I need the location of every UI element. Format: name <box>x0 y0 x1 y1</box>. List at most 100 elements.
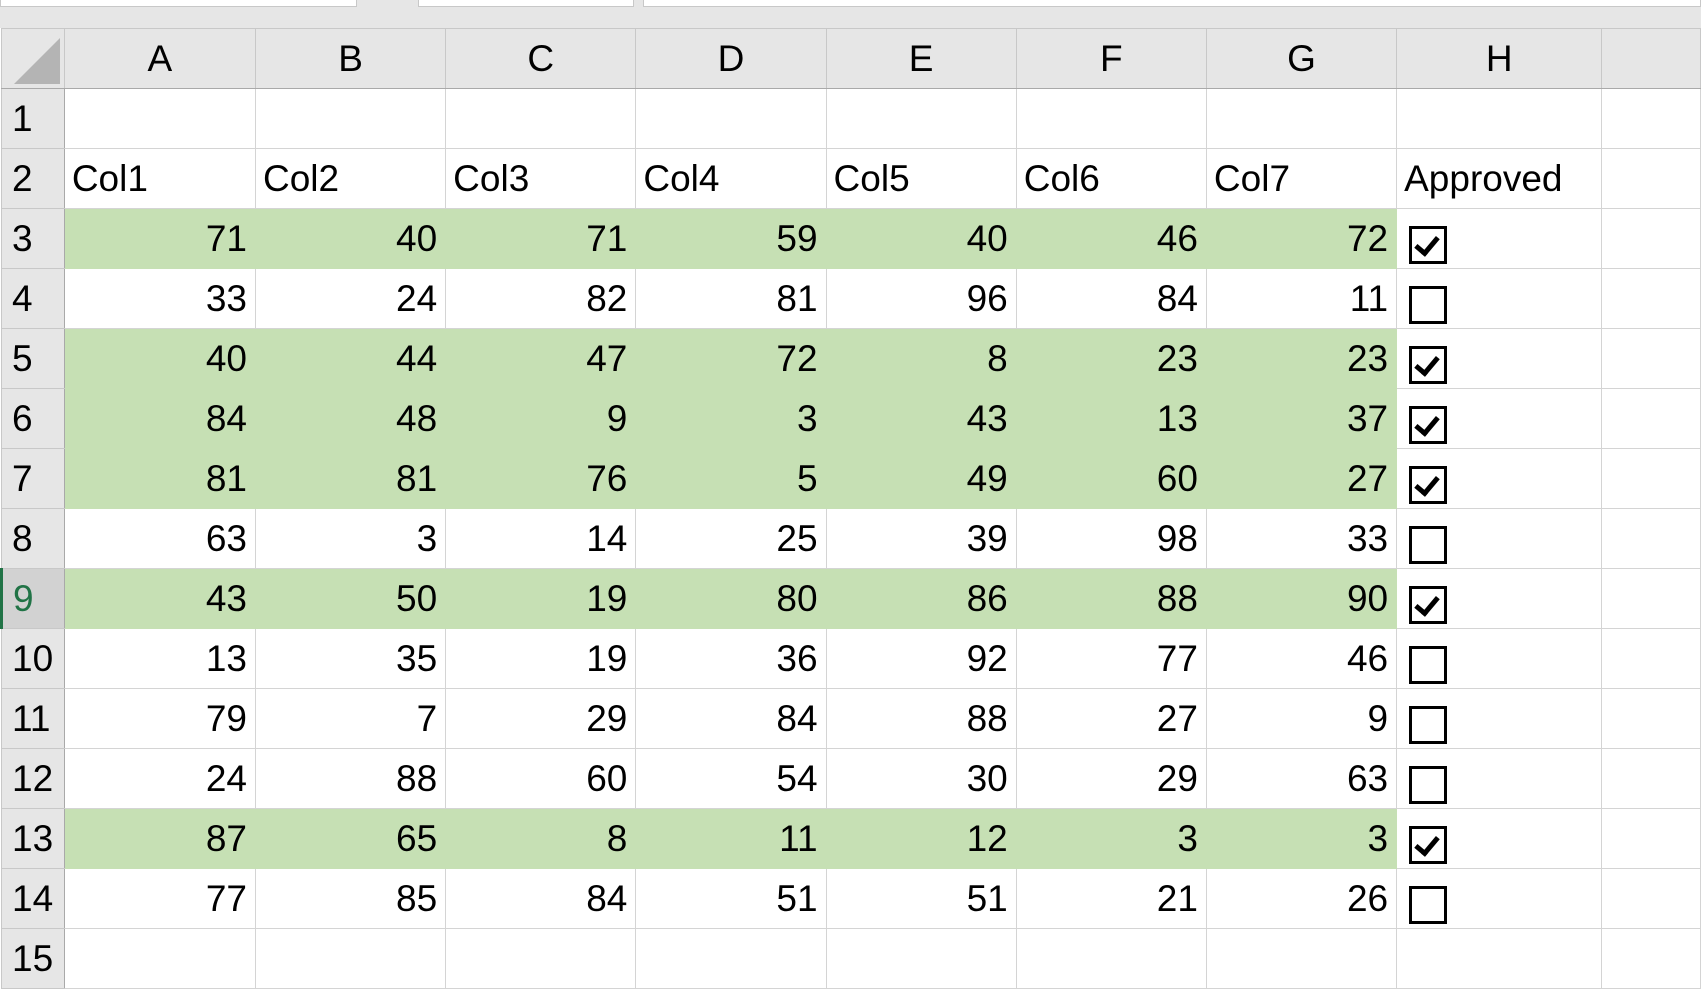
row-header[interactable]: 11 <box>1 688 65 749</box>
value-cell[interactable]: 84 <box>445 868 637 929</box>
value-cell[interactable]: 84 <box>63 388 256 449</box>
value-cell[interactable]: 50 <box>254 568 447 629</box>
cell[interactable] <box>1601 928 1701 989</box>
value-cell[interactable]: 87 <box>63 808 256 869</box>
value-cell[interactable]: 63 <box>63 508 256 569</box>
cell[interactable] <box>1601 688 1701 749</box>
value-cell[interactable]: 46 <box>1205 628 1398 689</box>
value-cell[interactable]: 98 <box>1015 508 1207 569</box>
cell[interactable] <box>635 88 827 149</box>
value-cell[interactable]: 39 <box>825 508 1017 569</box>
value-cell[interactable]: 24 <box>63 748 256 809</box>
cell[interactable] <box>1601 268 1701 329</box>
value-cell[interactable]: 92 <box>825 628 1017 689</box>
cell[interactable] <box>825 928 1017 989</box>
approved-cell[interactable] <box>1396 688 1603 749</box>
value-cell[interactable]: 44 <box>254 328 447 389</box>
value-cell[interactable]: 23 <box>1205 328 1398 389</box>
cell[interactable] <box>1601 508 1701 569</box>
column-title-cell[interactable]: Col4 <box>635 148 827 209</box>
approved-cell[interactable] <box>1396 268 1603 329</box>
cell[interactable] <box>1601 328 1701 389</box>
value-cell[interactable]: 51 <box>635 868 827 929</box>
cell[interactable] <box>1205 88 1398 149</box>
value-cell[interactable]: 88 <box>1015 568 1207 629</box>
value-cell[interactable]: 3 <box>254 508 447 569</box>
row-header[interactable]: 15 <box>1 928 65 989</box>
value-cell[interactable]: 60 <box>1015 448 1207 509</box>
value-cell[interactable]: 8 <box>825 328 1017 389</box>
column-header-blank[interactable] <box>1601 28 1701 89</box>
column-title-cell[interactable]: Col5 <box>825 148 1017 209</box>
cell[interactable] <box>1396 928 1603 989</box>
value-cell[interactable]: 46 <box>1015 208 1207 269</box>
cell[interactable] <box>1601 148 1701 209</box>
row-header[interactable]: 9 <box>0 568 65 629</box>
value-cell[interactable]: 47 <box>445 328 637 389</box>
value-cell[interactable]: 96 <box>825 268 1017 329</box>
cell[interactable] <box>1396 88 1603 149</box>
value-cell[interactable]: 80 <box>635 568 827 629</box>
value-cell[interactable]: 40 <box>254 208 447 269</box>
value-cell[interactable]: 81 <box>635 268 827 329</box>
column-header-c[interactable]: C <box>445 28 637 89</box>
value-cell[interactable]: 76 <box>445 448 637 509</box>
column-title-cell[interactable]: Approved <box>1396 148 1603 209</box>
value-cell[interactable]: 27 <box>1205 448 1398 509</box>
cell[interactable] <box>254 88 447 149</box>
column-title-cell[interactable]: Col6 <box>1015 148 1207 209</box>
select-all-corner[interactable] <box>1 28 65 89</box>
value-cell[interactable]: 86 <box>825 568 1017 629</box>
name-box[interactable] <box>0 0 357 7</box>
value-cell[interactable]: 13 <box>63 628 256 689</box>
value-cell[interactable]: 11 <box>1205 268 1398 329</box>
value-cell[interactable]: 48 <box>254 388 447 449</box>
value-cell[interactable]: 60 <box>445 748 637 809</box>
row-header[interactable]: 5 <box>1 328 65 389</box>
value-cell[interactable]: 30 <box>825 748 1017 809</box>
value-cell[interactable]: 72 <box>635 328 827 389</box>
value-cell[interactable]: 81 <box>63 448 256 509</box>
value-cell[interactable]: 5 <box>635 448 827 509</box>
checked-checkbox[interactable] <box>1409 225 1448 264</box>
unchecked-checkbox[interactable] <box>1409 285 1448 324</box>
column-header-a[interactable]: A <box>63 28 256 89</box>
column-title-cell[interactable]: Col2 <box>254 148 447 209</box>
row-header[interactable]: 14 <box>1 868 65 929</box>
cell[interactable] <box>1601 568 1701 629</box>
row-header[interactable]: 1 <box>1 88 65 149</box>
value-cell[interactable]: 25 <box>635 508 827 569</box>
value-cell[interactable]: 88 <box>825 688 1017 749</box>
checked-checkbox[interactable] <box>1409 825 1448 864</box>
value-cell[interactable]: 43 <box>63 568 256 629</box>
row-header[interactable]: 4 <box>1 268 65 329</box>
value-cell[interactable]: 19 <box>445 628 637 689</box>
cell[interactable] <box>1601 748 1701 809</box>
value-cell[interactable]: 23 <box>1015 328 1207 389</box>
value-cell[interactable]: 29 <box>445 688 637 749</box>
cell[interactable] <box>1205 928 1398 989</box>
cell[interactable] <box>254 928 447 989</box>
value-cell[interactable]: 40 <box>825 208 1017 269</box>
row-header[interactable]: 8 <box>1 508 65 569</box>
row-header[interactable]: 6 <box>1 388 65 449</box>
value-cell[interactable]: 37 <box>1205 388 1398 449</box>
value-cell[interactable]: 21 <box>1015 868 1207 929</box>
approved-cell[interactable] <box>1396 808 1603 869</box>
value-cell[interactable]: 9 <box>1205 688 1398 749</box>
unchecked-checkbox[interactable] <box>1409 705 1448 744</box>
column-header-e[interactable]: E <box>825 28 1017 89</box>
value-cell[interactable]: 14 <box>445 508 637 569</box>
value-cell[interactable]: 9 <box>445 388 637 449</box>
value-cell[interactable]: 7 <box>254 688 447 749</box>
unchecked-checkbox[interactable] <box>1409 525 1448 564</box>
cell[interactable] <box>1015 88 1207 149</box>
value-cell[interactable]: 79 <box>63 688 256 749</box>
row-header[interactable]: 13 <box>1 808 65 869</box>
value-cell[interactable]: 49 <box>825 448 1017 509</box>
column-header-g[interactable]: G <box>1205 28 1398 89</box>
cell[interactable] <box>1601 208 1701 269</box>
value-cell[interactable]: 3 <box>635 388 827 449</box>
column-header-h[interactable]: H <box>1396 28 1603 89</box>
cell[interactable] <box>63 88 256 149</box>
